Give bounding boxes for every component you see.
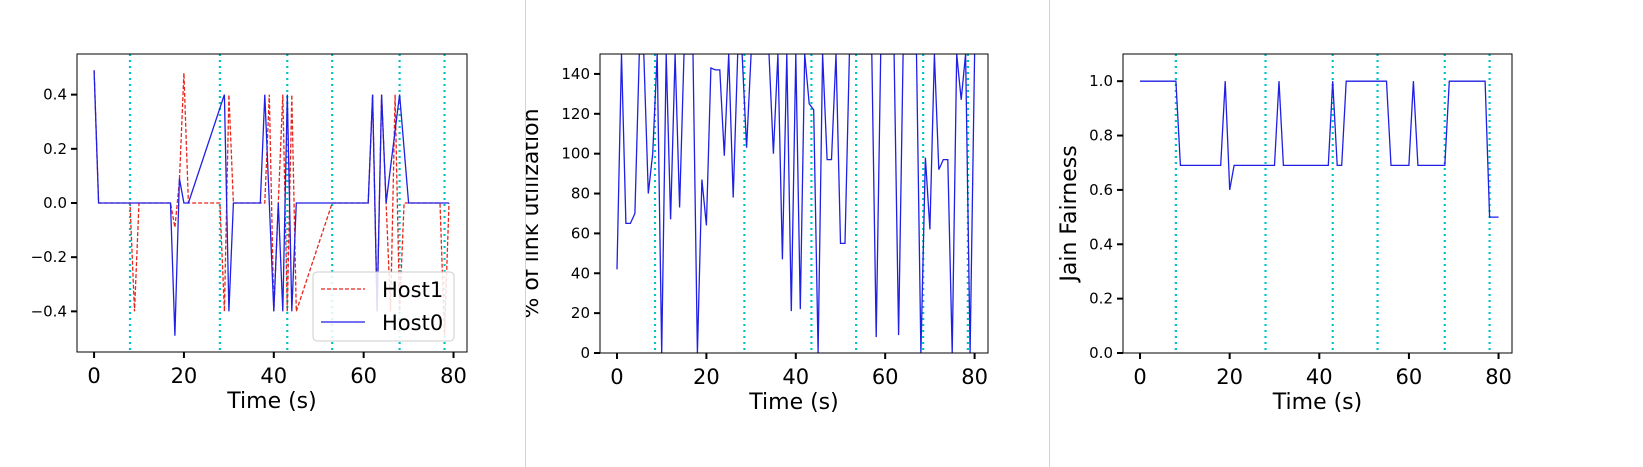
y-axis-label: % of link utilization — [526, 108, 544, 318]
x-tick-label: 60 — [872, 365, 899, 389]
y-tick-label: 40 — [571, 264, 590, 282]
y-tick-label: 0.0 — [1089, 344, 1113, 362]
x-tick-label: 80 — [440, 364, 467, 388]
chart-difference: 0 20 40 60 80 −0.4 −0.2 0.0 0.2 0.4 Time (s) Host1 H… — [31, 53, 468, 414]
chart-jain-fairness: 0 20 40 60 80 0.0 0.2 0.4 0.6 0.8 1.0 Time (s) Jain … — [1057, 53, 1513, 415]
x-axis-label: Time (s) — [1272, 390, 1362, 415]
y-tick-label: 0.2 — [1089, 290, 1113, 308]
y-tick-label: 1.0 — [1089, 72, 1113, 90]
plot-frame — [599, 53, 989, 354]
y-tick-label: 100 — [561, 145, 590, 163]
x-tick-label: 40 — [1306, 365, 1333, 389]
x-tick-label: 40 — [260, 364, 287, 388]
series-line-0 — [1140, 80, 1499, 218]
y-tick-label: 0.2 — [43, 140, 67, 158]
x-tick-label: 20 — [171, 364, 198, 388]
y-tick-label: 0.6 — [1089, 181, 1113, 199]
chart-panel-utilization: 0 20 40 60 80 0 20 40 60 80 100 120 140 Time (s) % of … — [526, 0, 1049, 467]
chart-panel-ratio: 0 20 40 60 80 −0.4 −0.2 0.0 0.2 0.4 Time (s) Host1 H… — [0, 0, 525, 467]
series-line-host0 — [93, 70, 449, 336]
y-tick-label: 0.0 — [43, 194, 67, 212]
y-axis-label: Jain Fairness — [1057, 145, 1082, 283]
y-tick-label: 140 — [561, 65, 590, 83]
y-tick-label: 0.4 — [1089, 235, 1113, 253]
y-tick-label: 20 — [571, 304, 590, 322]
y-tick-label: 120 — [561, 105, 590, 123]
x-tick-label: 0 — [1133, 365, 1146, 389]
y-tick-label: 0 — [580, 344, 590, 362]
y-tick-label: 80 — [571, 185, 590, 203]
y-tick-label: −0.4 — [31, 302, 67, 320]
x-tick-label: 0 — [610, 365, 623, 389]
x-tick-label: 80 — [1485, 365, 1512, 389]
x-tick-label: 80 — [961, 365, 988, 389]
y-tick-label: 0.8 — [1089, 127, 1113, 145]
panel-separator — [1049, 0, 1050, 467]
plot-frame — [1122, 53, 1513, 354]
x-tick-label: 0 — [87, 364, 100, 388]
x-tick-label: 60 — [1396, 365, 1423, 389]
legend-label: Host1 — [382, 278, 443, 302]
legend-label: Host0 — [382, 311, 443, 335]
x-axis-label: Time (s) — [226, 389, 316, 414]
y-tick-label: −0.2 — [31, 248, 67, 266]
x-axis-label: Time (s) — [748, 390, 838, 415]
panel-separator — [525, 0, 526, 467]
chart-panel-fairness: 0 20 40 60 80 0.0 0.2 0.4 0.6 0.8 1.0 Time (s) Jain … — [1050, 0, 1643, 467]
chart-link-utilization: 0 20 40 60 80 0 20 40 60 80 100 120 140 Time (s) % of … — [526, 53, 989, 415]
x-tick-label: 20 — [693, 365, 720, 389]
series-line-0 — [616, 54, 976, 353]
x-tick-label: 40 — [782, 365, 809, 389]
y-tick-label: 0.4 — [43, 86, 67, 104]
y-tick-label: 60 — [571, 224, 590, 242]
x-tick-label: 20 — [1216, 365, 1243, 389]
x-tick-label: 60 — [350, 364, 377, 388]
